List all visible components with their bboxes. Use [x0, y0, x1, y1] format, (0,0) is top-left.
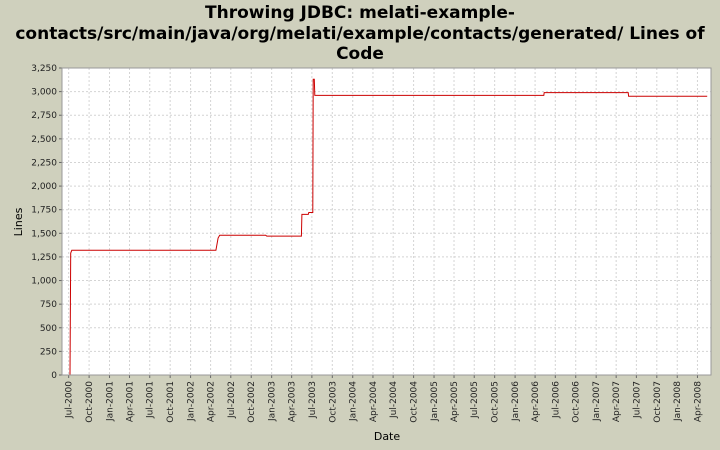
x-tick-label: Oct-2000: [85, 381, 95, 423]
x-tick-label: Oct-2006: [572, 381, 582, 423]
x-tick-label: Jul-2004: [389, 381, 399, 419]
x-tick-label: Apr-2002: [207, 381, 217, 422]
x-tick-label: Apr-2007: [612, 381, 622, 422]
y-tick-label: 0: [51, 371, 57, 381]
x-axis-label: Date: [374, 430, 401, 443]
y-tick-label: 1,250: [31, 253, 57, 263]
y-tick-label: 3,250: [31, 64, 57, 74]
x-tick-label: Apr-2001: [126, 381, 136, 422]
y-tick-label: 2,250: [31, 158, 57, 168]
x-tick-label: Apr-2003: [288, 381, 298, 422]
x-tick-label: Oct-2005: [491, 381, 501, 423]
x-tick-label: Jan-2007: [592, 381, 602, 422]
x-tick-label: Jan-2002: [187, 381, 197, 422]
series-lines: [69, 78, 708, 376]
x-tick-label: Jan-2005: [430, 381, 440, 422]
x-tick-label: Jul-2000: [65, 381, 75, 419]
chart-title-line-3: Code: [336, 44, 384, 64]
series-line-1: [69, 78, 708, 376]
plot-area: [62, 68, 711, 375]
x-tick-label: Jan-2003: [268, 381, 278, 422]
y-tick-label: 2,000: [31, 182, 57, 192]
y-tick-label: 1,000: [31, 277, 57, 287]
y-tick-label: 2,750: [31, 111, 57, 121]
chart-title-line-2: contacts/src/main/java/org/melati/exampl…: [15, 24, 705, 44]
y-axis-label: Lines: [12, 207, 25, 236]
x-tick-label: Oct-2002: [247, 381, 257, 423]
x-tick-label: Apr-2008: [693, 381, 703, 422]
x-tick-label: Oct-2004: [410, 381, 420, 423]
chart-title-line-1: Throwing JDBC: melati-example-: [205, 3, 515, 23]
y-tick-label: 3,000: [31, 88, 57, 98]
x-tick-label: Jan-2008: [673, 381, 683, 422]
x-tick-label: Apr-2005: [450, 381, 460, 422]
x-tick-label: Jul-2003: [308, 381, 318, 419]
x-tick-label: Oct-2007: [653, 381, 663, 423]
x-tick-label: Apr-2006: [531, 381, 541, 422]
y-tick-label: 1,750: [31, 206, 57, 216]
x-tick-label: Jul-2002: [227, 381, 237, 419]
y-tick-label: 2,500: [31, 135, 57, 145]
x-tick-label: Jan-2006: [511, 381, 521, 422]
x-axis: Jul-2000 Oct-2000 Jan-2001 Apr-2001 Jul-2001…: [65, 375, 703, 423]
x-tick-label: Oct-2003: [328, 381, 338, 423]
y-tick-label: 1,500: [31, 229, 57, 239]
x-tick-label: Jan-2001: [106, 381, 116, 422]
y-axis: 0 250 500 750 1,000 1,250 1,500 1,750 2,000 2,250…: [31, 64, 62, 381]
y-tick-label: 500: [40, 324, 57, 334]
x-tick-label: Jul-2006: [551, 381, 561, 419]
x-tick-label: Jul-2005: [470, 381, 480, 419]
x-tick-label: Jan-2004: [349, 381, 359, 422]
y-tick-label: 750: [40, 300, 57, 310]
x-tick-label: Apr-2004: [369, 381, 379, 422]
x-tick-label: Jul-2007: [632, 381, 642, 419]
x-tick-label: Oct-2001: [166, 381, 176, 423]
y-tick-label: 250: [40, 347, 57, 357]
plot-border: [61, 67, 712, 376]
x-tick-label: Jul-2001: [146, 381, 156, 419]
